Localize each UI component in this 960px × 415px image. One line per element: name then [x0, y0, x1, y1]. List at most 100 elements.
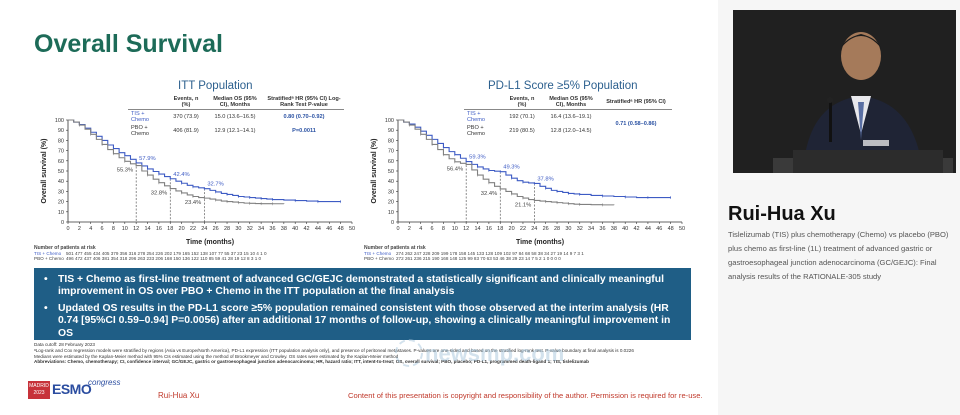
itt-y-tick-label: 90	[58, 128, 64, 134]
pdl1-x-tick-label: 28	[554, 226, 560, 232]
speaker-video	[733, 10, 956, 173]
pdl1-series-tis	[398, 119, 671, 199]
pdl1-x-tick-label: 8	[442, 226, 445, 232]
pdl1-y-tick-label: 90	[388, 128, 394, 134]
itt-risk-table: Number of patients at risk TIS + Chemo 50…	[34, 245, 360, 261]
slide: Overall Survival ITT Population Events, …	[0, 0, 718, 415]
pdl1-risk-table: Number of patients at risk TIS + Chemo 27…	[364, 245, 694, 261]
itt-x-tick-label: 36	[269, 226, 275, 232]
itt-x-tick-label: 2	[78, 226, 81, 232]
pdl1-arm-pbo: PBO + Chemo	[467, 124, 486, 137]
pdl1-x-tick-label: 22	[520, 226, 526, 232]
itt-risk-values-tis: 501 477 455 434 405 379 356 316 278 254 …	[66, 251, 267, 256]
itt-events-pbo: 406 (81.9)	[173, 127, 199, 134]
footnote-abbreviations: Abbreviations: Chemo, chemotherapy; CI, …	[34, 359, 589, 365]
itt-risk-arm-tis: TIS + Chemo	[34, 251, 62, 256]
itt-events-tis: 370 (73.9)	[173, 113, 199, 120]
pdl1-y-tick-label: 60	[388, 159, 394, 165]
itt-annotation: 32.8%	[151, 191, 167, 197]
pdl1-x-tick-label: 14	[474, 226, 480, 232]
itt-annotation: 57.9%	[139, 156, 155, 162]
footnotes: Data cutoff: 28 February 2023 ᵃLog-rank …	[34, 342, 694, 365]
pdl1-annotation: 21.1%	[515, 202, 531, 208]
itt-hr-header: Stratifiedᵃ HR (95% CI) Log-Rank Test P-…	[264, 96, 344, 110]
itt-y-tick-label: 10	[58, 210, 64, 216]
itt-x-tick-label: 42	[303, 226, 309, 232]
pdl1-y-tick-label: 30	[388, 189, 394, 195]
itt-x-tick-label: 50	[349, 226, 355, 232]
pdl1-median-tis: 16.4 (13.6–19.1)	[550, 113, 592, 120]
itt-x-tick-label: 10	[122, 226, 128, 232]
itt-x-tick-label: 48	[338, 226, 344, 232]
pdl1-risk-arm-tis: TIS + Chemo	[364, 251, 392, 256]
itt-y-tick-label: 20	[58, 200, 64, 206]
itt-risk-values-pbo: 496 472 437 406 381 354 318 296 263 233 …	[66, 256, 262, 261]
pdl1-annotation: 49.3%	[503, 165, 519, 171]
pdl1-risk-values-tis: 274 262 247 228 209 199 178 158 145 133 …	[396, 251, 584, 256]
itt-annotation: 42.4%	[173, 172, 189, 178]
pdl1-events-header: Events, n (%)	[502, 96, 542, 110]
speaker-name: Rui-Hua Xu	[728, 203, 836, 225]
itt-y-tick-label: 30	[58, 189, 64, 195]
pdl1-x-tick-label: 46	[656, 226, 662, 232]
pdl1-y-tick-label: 70	[388, 149, 394, 155]
pdl1-x-tick-label: 34	[588, 226, 594, 232]
pdl1-x-tick-label: 30	[565, 226, 571, 232]
pdl1-events-tis: 192 (70.1)	[509, 113, 535, 120]
itt-x-tick-label: 6	[101, 226, 104, 232]
pdl1-x-tick-label: 16	[486, 226, 492, 232]
pdl1-x-tick-label: 6	[431, 226, 434, 232]
watermark: newsmp.com	[395, 335, 655, 377]
pdl1-x-tick-label: 12	[463, 226, 469, 232]
itt-y-tick-label: 0	[61, 220, 64, 226]
pdl1-stats-table: Events, n (%) Median OS (95% CI), Months…	[464, 96, 672, 138]
pdl1-risk-values-pbo: 272 261 236 215 190 168 148 125 99 83 70…	[396, 256, 561, 261]
itt-annotation: 23.4%	[185, 200, 201, 206]
pdl1-x-tick-label: 4	[419, 226, 422, 232]
itt-x-tick-label: 32	[247, 226, 253, 232]
pdl1-y-axis-label: Overall survival (%)	[371, 139, 378, 204]
itt-median-header: Median OS (95% CI), Months	[206, 96, 264, 110]
footer-presenter: Rui-Hua Xu	[158, 391, 200, 400]
itt-x-tick-label: 4	[89, 226, 92, 232]
itt-x-tick-label: 0	[66, 226, 69, 232]
pdl1-x-tick-label: 32	[577, 226, 583, 232]
pdl1-median-pbo: 12.8 (12.0–14.5)	[550, 127, 592, 134]
itt-hr-value: 0.80 (0.70–0.92)	[283, 113, 325, 120]
pdl1-x-tick-label: 50	[679, 226, 685, 232]
itt-annotation: 32.7%	[207, 182, 223, 188]
pdl1-panel-title: PD-L1 Score ≥5% Population	[488, 80, 638, 92]
key-points-box: TIS + Chemo as first-line treatment of a…	[34, 268, 691, 340]
pdl1-x-tick-label: 0	[396, 226, 399, 232]
itt-x-tick-label: 46	[326, 226, 332, 232]
itt-x-tick-label: 38	[281, 226, 287, 232]
itt-x-tick-label: 22	[190, 226, 196, 232]
pdl1-arm-tis: TIS + Chemo	[467, 110, 486, 123]
watermark-logo-icon	[395, 339, 423, 367]
itt-y-tick-label: 80	[58, 138, 64, 144]
itt-x-tick-label: 14	[144, 226, 150, 232]
itt-x-tick-label: 34	[258, 226, 264, 232]
esmo-logo: MADRID 2023 ESMO congress	[28, 378, 120, 401]
itt-y-tick-label: 60	[58, 159, 64, 165]
slide-title: Overall Survival	[34, 30, 224, 58]
pdl1-hr-header: Stratifiedᵃ HR (95% CI)	[600, 96, 672, 110]
speaker-video-frame	[733, 10, 956, 173]
esmo-wordmark: ESMO	[52, 381, 92, 397]
madrid-badge: MADRID 2023	[28, 381, 50, 399]
itt-arm-tis: TIS + Chemo	[131, 110, 150, 123]
pdl1-risk-arm-pbo: PBO + Chemo	[364, 256, 394, 261]
pdl1-x-tick-label: 24	[531, 226, 537, 232]
watermark-text: newsmp.com	[425, 341, 565, 366]
itt-x-tick-label: 30	[235, 226, 241, 232]
footnote-a: ᵃLog-rank and Cox regression models were…	[34, 347, 634, 353]
key-point-2: Updated OS results in the PD-L1 score ≥5…	[44, 303, 681, 340]
pdl1-x-tick-label: 2	[408, 226, 411, 232]
pdl1-annotation: 37.8%	[537, 176, 553, 182]
footnote-cutoff: Data cutoff: 28 February 2023	[34, 342, 95, 347]
pdl1-x-tick-label: 20	[509, 226, 515, 232]
itt-x-tick-label: 16	[156, 226, 162, 232]
pdl1-x-tick-label: 18	[497, 226, 503, 232]
itt-x-tick-label: 20	[179, 226, 185, 232]
